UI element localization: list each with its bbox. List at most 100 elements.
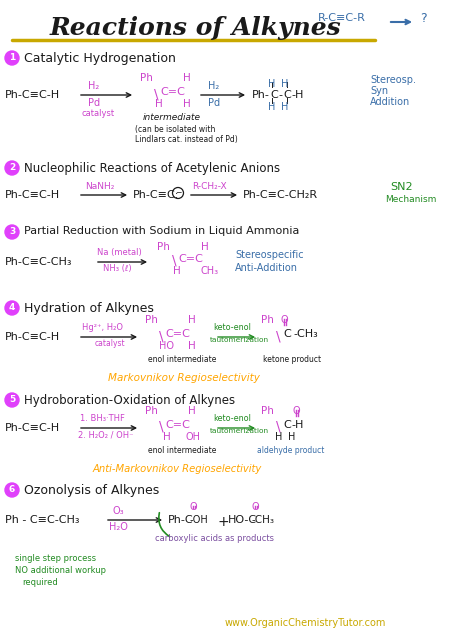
Text: H: H [201,242,209,252]
Circle shape [5,483,19,497]
Text: +: + [218,515,229,529]
Text: Reactions of Alkynes: Reactions of Alkynes [49,16,341,40]
Text: 2: 2 [9,164,15,173]
Text: keto-enol: keto-enol [213,323,251,332]
Text: 1. BH₃·THF: 1. BH₃·THF [80,414,125,423]
Text: R-CH₂-X: R-CH₂-X [192,182,227,191]
Text: NO additional workup: NO additional workup [15,566,106,575]
Text: O: O [190,502,198,512]
Text: keto-enol: keto-enol [213,414,251,423]
Text: 6: 6 [9,485,15,494]
Text: H: H [188,315,196,325]
Text: C=C: C=C [165,329,190,339]
Text: aldehyde product: aldehyde product [257,446,324,455]
Text: H: H [188,406,196,416]
Text: SN2: SN2 [390,182,413,192]
Text: Na (metal): Na (metal) [97,248,142,257]
Text: H: H [183,73,191,83]
Text: Ph-C≡C-H: Ph-C≡C-H [5,423,60,433]
Text: -OH: -OH [190,515,209,525]
Text: \: \ [159,329,164,343]
Text: 2. H₂O₂ / OH⁻: 2. H₂O₂ / OH⁻ [78,430,134,439]
Text: Ph: Ph [140,73,153,83]
Text: H: H [163,432,171,442]
Text: catalyst: catalyst [95,339,126,348]
Text: enol intermediate: enol intermediate [148,446,216,455]
Text: Ozonolysis of Alkynes: Ozonolysis of Alkynes [24,484,159,497]
Text: \: \ [154,87,159,101]
Text: H₂O: H₂O [109,522,128,532]
Text: OH: OH [186,432,201,442]
Circle shape [5,393,19,407]
Text: Syn: Syn [370,86,388,96]
Text: C: C [283,329,291,339]
Text: single step process: single step process [15,554,96,563]
Text: Anti-Markovnikov Regioselectivity: Anti-Markovnikov Regioselectivity [93,464,262,474]
Text: 5: 5 [9,396,15,404]
Text: Stereospecific: Stereospecific [235,250,304,260]
Text: H₂: H₂ [88,81,99,91]
Text: -: - [278,90,282,100]
Text: Ph: Ph [261,315,274,325]
Text: C: C [283,420,291,430]
Text: Mechanism: Mechanism [385,195,437,204]
Text: Ph-C≡C-H: Ph-C≡C-H [5,90,60,100]
Text: enol intermediate: enol intermediate [148,355,216,364]
Text: 3: 3 [9,228,15,236]
Text: C=C: C=C [160,87,185,97]
Text: \: \ [276,420,281,434]
Text: Lindlars cat. instead of Pd): Lindlars cat. instead of Pd) [135,135,238,144]
Text: Ph-C≡C-H: Ph-C≡C-H [5,190,60,200]
Text: Ph: Ph [261,406,274,416]
Text: O: O [293,406,301,416]
Text: H: H [275,432,283,442]
Text: Nucleophilic Reactions of Acetylenic Anions: Nucleophilic Reactions of Acetylenic Ani… [24,162,280,175]
Text: HO-C: HO-C [228,515,257,525]
Text: tautomerization: tautomerization [210,428,269,434]
Text: Pd: Pd [88,98,100,108]
Text: C: C [283,90,291,100]
Text: HO: HO [159,341,174,351]
Text: Anti-Addition: Anti-Addition [235,263,298,273]
Text: 1: 1 [9,54,15,63]
Text: www.OrganicChemistryTutor.com: www.OrganicChemistryTutor.com [225,618,386,628]
Text: H: H [288,432,295,442]
Text: tautomerization: tautomerization [210,337,269,343]
Text: H: H [281,79,288,89]
Circle shape [5,225,19,239]
Text: Ph: Ph [157,242,170,252]
Text: Markovnikov Regioselectivity: Markovnikov Regioselectivity [108,373,260,383]
Text: Ph-C≡C-CH₂R: Ph-C≡C-CH₂R [243,190,318,200]
Text: NH₃ (ℓ): NH₃ (ℓ) [103,264,132,273]
Text: O: O [252,502,260,512]
Text: 4: 4 [9,303,15,312]
Text: required: required [22,578,58,587]
Text: H: H [183,99,191,109]
Text: Pd: Pd [208,98,220,108]
Circle shape [5,161,19,175]
Text: ?: ? [420,11,427,25]
Text: NaNH₂: NaNH₂ [85,182,114,191]
Text: \: \ [172,254,177,268]
Text: Catalytic Hydrogenation: Catalytic Hydrogenation [24,52,176,65]
Text: H: H [173,266,181,276]
Text: (can be isolated with: (can be isolated with [135,125,215,134]
Text: Hydration of Alkynes: Hydration of Alkynes [24,302,154,315]
Text: R-C≡C-R: R-C≡C-R [318,13,366,23]
Text: H: H [281,102,288,112]
Text: Hg²⁺, H₂O: Hg²⁺, H₂O [82,323,123,332]
Circle shape [5,51,19,65]
Text: Ph-C≡C-H: Ph-C≡C-H [5,332,60,342]
Text: −: − [175,188,181,197]
Circle shape [5,301,19,315]
Text: Ph-C≡C-CH₃: Ph-C≡C-CH₃ [5,257,73,267]
Text: Ph-C≡C:: Ph-C≡C: [133,190,179,200]
Text: O: O [281,315,289,325]
Text: Ph: Ph [145,406,158,416]
Text: C: C [270,90,278,100]
Text: \: \ [159,420,164,434]
Text: Ph-C: Ph-C [168,515,193,525]
Text: Ph - C≡C-CH₃: Ph - C≡C-CH₃ [5,515,80,525]
Text: O₃: O₃ [113,506,125,516]
Text: intermediate: intermediate [143,113,201,122]
